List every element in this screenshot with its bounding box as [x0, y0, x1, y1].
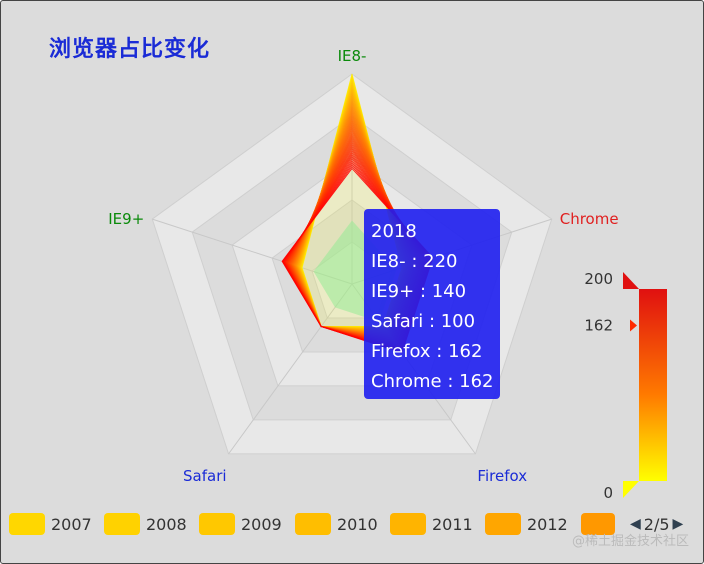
- legend-item-2012[interactable]: 2012: [485, 513, 568, 535]
- watermark: @稀土掘金技术社区: [571, 534, 689, 549]
- tooltip-row-chrome: Chrome : 162: [371, 371, 494, 392]
- axis-label-safari: Safari: [183, 467, 227, 485]
- visual-map-handle-bottom: [623, 481, 639, 498]
- tooltip-row-ie9: IE9+ : 140: [371, 281, 467, 302]
- chart-title: 浏览器占比变化: [49, 37, 211, 62]
- tooltip: 2018 IE8- : 220 IE9+ : 140 Safari : 100 …: [364, 209, 500, 399]
- pager-label: 2/5: [643, 514, 670, 534]
- legend-swatch: [9, 513, 45, 535]
- pager-next-icon[interactable]: ▶: [672, 516, 684, 532]
- axis-label-ie9: IE9+: [108, 210, 144, 228]
- legend-swatch: [104, 513, 140, 535]
- legend-swatch: [199, 513, 235, 535]
- axis-label-ie8: IE8-: [338, 47, 367, 65]
- legend-pager: ◀ 2/5 ▶: [627, 513, 686, 535]
- visual-map-handle-top: [623, 272, 639, 289]
- legend-item-2007[interactable]: 2007: [9, 513, 92, 535]
- legend-item-2008[interactable]: 2008: [104, 513, 187, 535]
- pager-prev-icon[interactable]: ◀: [630, 516, 641, 532]
- legend-item-2010[interactable]: 2010: [295, 513, 378, 535]
- radar-axis-line: [228, 283, 353, 455]
- legend-item-2009[interactable]: 2009: [199, 513, 282, 535]
- legend-label: 2010: [337, 514, 378, 534]
- legend-label: 2008: [146, 514, 187, 534]
- legend-swatch: [295, 513, 331, 535]
- axis-label-chrome: Chrome: [560, 210, 619, 228]
- legend-swatch: [485, 513, 521, 535]
- tooltip-row-ie8: IE8- : 220: [371, 251, 458, 272]
- tooltip-row-firefox: Firefox : 162: [371, 341, 483, 362]
- axis-label-firefox: Firefox: [477, 467, 527, 485]
- legend-label: 2007: [51, 514, 92, 534]
- legend-label: 2009: [241, 514, 282, 534]
- legend-label: 2012: [527, 514, 568, 534]
- tooltip-title: 2018: [371, 221, 417, 242]
- legend-item-partial[interactable]: [581, 513, 621, 535]
- legend-swatch: [390, 513, 426, 535]
- legend-swatch: [581, 513, 615, 535]
- visual-map-pointer: [630, 319, 637, 332]
- visual-map-label: 200: [584, 270, 613, 288]
- legend-label: 2011: [432, 514, 473, 534]
- visual-map-bar: [639, 289, 667, 481]
- visual-map: 200 162 0: [584, 270, 667, 502]
- legend-item-2011[interactable]: 2011: [390, 513, 473, 535]
- radar-axis-labels: IE8- Chrome Firefox Safari IE9+: [108, 47, 618, 485]
- visual-map-label: 0: [603, 484, 613, 502]
- tooltip-row-safari: Safari : 100: [371, 311, 476, 332]
- visual-map-label: 162: [584, 316, 613, 334]
